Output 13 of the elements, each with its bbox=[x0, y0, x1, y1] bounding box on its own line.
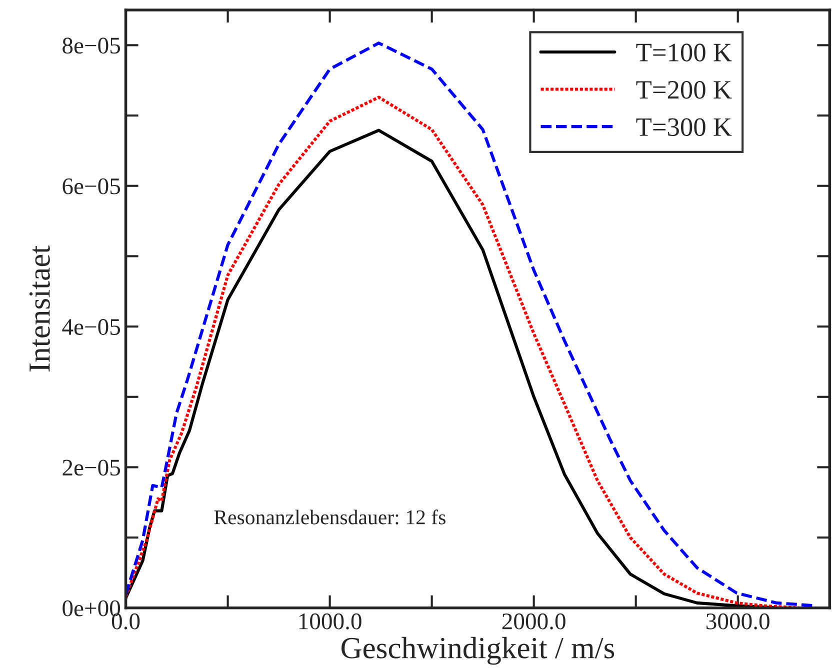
y-tick-label: 2e−05 bbox=[62, 460, 120, 476]
y-tick-label: 8e−05 bbox=[62, 38, 120, 54]
x-axis-title: Geschwindigkeit / m/s bbox=[341, 636, 614, 665]
y-tick-label: 4e−05 bbox=[62, 319, 120, 335]
annotation: Resonanzlebensdauer: 12 fs bbox=[214, 510, 446, 524]
x-tick-label: 1000.0 bbox=[299, 613, 362, 630]
legend-label: T=200 K bbox=[636, 80, 732, 99]
x-tick-label: 2000.0 bbox=[502, 613, 566, 630]
y-axis-title: Intensitaet bbox=[29, 245, 50, 372]
legend-label: T=100 K bbox=[636, 44, 732, 62]
y-tick-label: 6e−05 bbox=[62, 178, 120, 194]
legend-label: T=300 K bbox=[636, 118, 732, 136]
x-tick-label: 3000.0 bbox=[706, 613, 770, 630]
